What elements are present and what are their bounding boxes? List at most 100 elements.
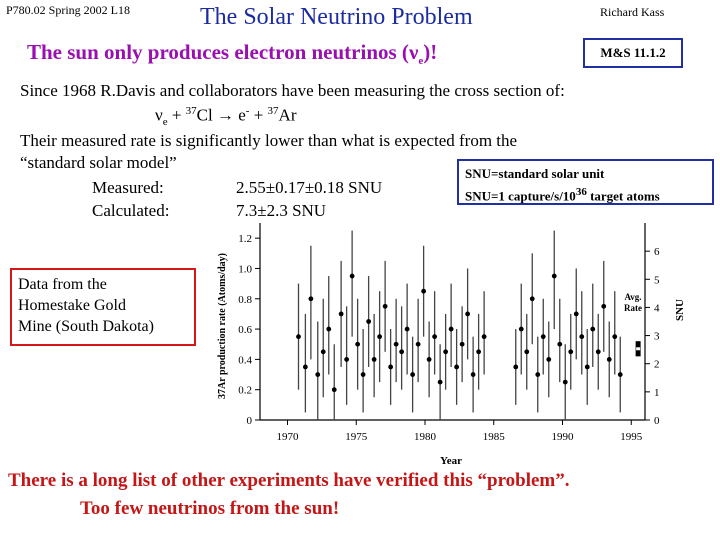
y-tick-label: 1.2 (238, 233, 252, 245)
y2-tick-label: 1 (654, 387, 660, 399)
reaction-nu: ν (155, 105, 163, 125)
slide-subtitle: The sun only produces electron neutrinos… (27, 40, 437, 67)
data-point (459, 341, 465, 347)
data-point (326, 326, 332, 332)
data-point (426, 356, 432, 362)
data-point (393, 341, 399, 347)
data-point (540, 334, 546, 340)
data-point (551, 273, 557, 279)
data-source-line-3: Mine (South Dakota) (18, 318, 154, 335)
data-point (546, 356, 552, 362)
body-line-1: Since 1968 R.Davis and collaborators hav… (20, 81, 565, 100)
data-point (568, 349, 574, 355)
data-point (410, 372, 416, 377)
data-point (366, 319, 372, 324)
y2-tick-label: 6 (654, 246, 660, 258)
snu-line-2-pre: SNU=1 capture/s/10 (465, 188, 576, 204)
x-tick-label: 1990 (552, 431, 575, 443)
y2-tick-label: 3 (654, 331, 660, 343)
reaction-plus-1: + (167, 105, 186, 125)
chart-plot-layer: 1970 1975 1980 1985 1990 1995 0 0.2 0.4 0.6 0.8 1.0… (238, 223, 660, 443)
data-point (331, 387, 337, 393)
data-point (595, 349, 601, 355)
snu-line-2-exp: 36 (575, 186, 587, 198)
conclusion-line-2: Too few neutrinos from the sun! (80, 498, 340, 519)
data-point (338, 311, 344, 317)
data-point (296, 334, 301, 340)
y2-tick-label: 5 (654, 274, 660, 286)
x-tick-label: 1980 (414, 431, 437, 443)
data-point (529, 296, 535, 302)
data-point (573, 311, 579, 317)
data-point (476, 349, 482, 355)
data-point (470, 372, 476, 377)
x-tick-label: 1985 (483, 431, 506, 443)
reaction-plus-2: + (249, 105, 268, 125)
data-point (590, 326, 596, 332)
data-point (382, 303, 388, 309)
reaction-cl-mass: 37 (185, 105, 197, 117)
homestake-chart: 37Ar production rate (Atoms/day) SNU Yea… (217, 223, 686, 467)
data-point (344, 356, 350, 362)
data-point (448, 326, 454, 332)
subtitle-close: )! (423, 40, 438, 64)
data-point (377, 334, 383, 340)
y2-tick-label: 4 (654, 302, 660, 314)
snu-line-2: SNU=1 capture/s/1036 target atoms (465, 183, 706, 205)
nu-subscript: e (418, 55, 424, 68)
data-point (584, 364, 590, 370)
y-tick-label: 0 (247, 415, 253, 427)
data-point (524, 349, 530, 355)
y-axis-label: 37Ar production rate (Atoms/day) (217, 253, 228, 399)
data-point (454, 364, 460, 370)
data-point (562, 379, 568, 385)
y-tick-label: 1.0 (238, 263, 252, 275)
reference-box: M&S 11.1.2 (583, 38, 683, 68)
avg-rate-label-2: Rate (624, 303, 642, 313)
data-point (399, 349, 405, 355)
data-point (437, 379, 443, 385)
y-tick-label: 0.6 (238, 324, 252, 336)
y2-tick-label: 0 (654, 415, 660, 427)
reaction-electron: e (233, 105, 246, 125)
calculated-value: 7.3±2.3 SNU (236, 201, 327, 220)
reaction-ar: Ar (278, 105, 297, 125)
data-point (302, 364, 308, 370)
author-label: Richard Kass (600, 5, 665, 19)
data-point (421, 288, 427, 294)
reference-label: M&S 11.1.2 (600, 45, 666, 60)
data-point (315, 372, 321, 377)
subtitle-text: The sun only produces electron neutrinos… (27, 40, 409, 64)
data-point (465, 311, 471, 317)
data-point (355, 341, 361, 347)
data-point (579, 334, 585, 340)
data-point (617, 372, 623, 377)
data-point (349, 273, 355, 279)
measured-value: 2.55±0.17±0.18 SNU (236, 178, 383, 197)
avg-rate-marker (636, 347, 641, 351)
reaction-electron-sup: - (245, 105, 250, 117)
data-point (612, 334, 618, 340)
reaction-ar-mass: 37 (267, 105, 279, 117)
data-source-box: Data from the Homestake Gold Mine (South… (10, 268, 196, 346)
data-point (601, 303, 607, 309)
body-line-4: “standard solar model” (20, 153, 177, 172)
y-tick-label: 0.4 (238, 354, 252, 366)
avg-rate-label-1: Avg. (624, 292, 641, 302)
x-axis-label: Year (440, 455, 462, 467)
data-point (388, 364, 394, 370)
data-point (535, 372, 541, 377)
y2-tick-label: 2 (654, 359, 660, 371)
y-tick-label: 0.8 (238, 294, 252, 306)
y-tick-label: 0.2 (238, 385, 252, 397)
calculated-label: Calculated: (92, 201, 170, 220)
data-source-line-2: Homestake Gold (18, 297, 126, 314)
data-point (443, 349, 449, 355)
data-point (371, 356, 377, 362)
data-point (513, 364, 519, 370)
data-point (404, 326, 410, 332)
data-point (320, 349, 326, 355)
data-point (606, 356, 612, 362)
slide-title: The Solar Neutrino Problem (200, 4, 473, 30)
snu-line-2-post: target atoms (586, 188, 660, 204)
